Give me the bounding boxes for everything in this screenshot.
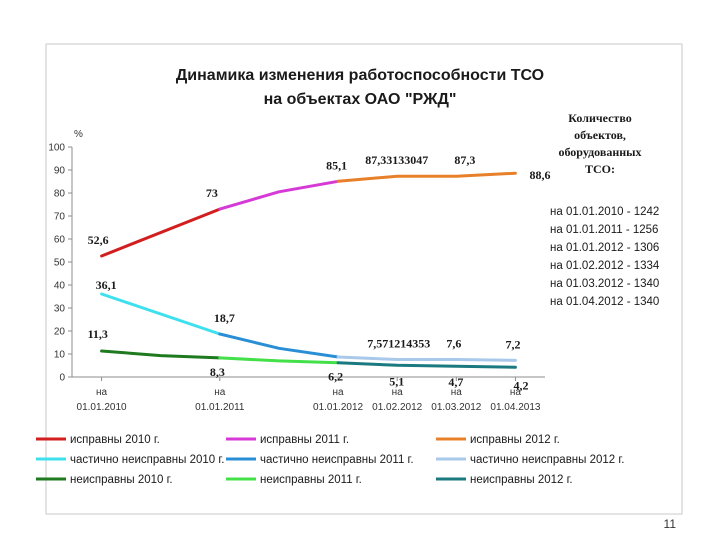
x-tick-label-bottom: 01.04.2013 — [490, 402, 540, 413]
data-label: 11,3 — [88, 327, 108, 341]
x-tick-label-top: на — [333, 387, 345, 398]
chart-frame — [45, 43, 683, 515]
page-number: 11 — [664, 517, 677, 531]
legend-label: исправны 2011 г. — [260, 434, 349, 446]
data-label: 88,6 — [529, 168, 550, 182]
side-panel-item: на 01.03.2012 - 1340 — [550, 278, 659, 290]
data-label: 36,1 — [96, 278, 117, 292]
series-line-1 — [218, 179, 340, 211]
series-line-2 — [336, 171, 517, 183]
legend-label: неисправны 2011 г. — [260, 474, 362, 486]
x-tick-label-bottom: 01.01.2011 — [195, 402, 245, 413]
x-tick-label-bottom: 01.01.2012 — [313, 402, 363, 413]
y-tick-label: 90 — [54, 166, 66, 177]
legend-label: исправны 2012 г. — [470, 434, 560, 446]
side-panel: Количество объектов, оборудованных ТСО: … — [550, 111, 660, 308]
y-tick-label: 0 — [59, 373, 65, 384]
data-label: 6,2 — [328, 370, 343, 384]
side-panel-title-line-2: объектов, — [574, 128, 626, 142]
plot-area: 0 10 20 30 40 50 60 70 80 90 100 на 01.01.2010 на 01.0… — [48, 143, 550, 414]
series-line-7 — [218, 356, 340, 365]
side-panel-title-line-4: ТСО: — [585, 162, 615, 176]
y-tick-label: 50 — [54, 258, 66, 269]
y-tick-label: 20 — [54, 327, 66, 338]
series-line-6 — [100, 349, 222, 360]
data-label: 73 — [206, 186, 218, 200]
side-panel-item: на 01.02.2012 - 1334 — [550, 260, 660, 272]
x-tick-label-top: на — [510, 387, 522, 398]
data-label: 85,1 — [326, 158, 347, 172]
series-line-8 — [336, 361, 517, 369]
legend-label: неисправны 2010 г. — [70, 474, 173, 486]
series-line-3 — [100, 292, 222, 336]
legend-label: частично неисправны 2010 г. — [70, 454, 224, 466]
y-tick-label: 10 — [54, 350, 66, 361]
side-panel-title-line-1: Количество — [568, 111, 631, 125]
y-tick-label: 100 — [48, 143, 65, 154]
legend-label: исправны 2010 г. — [70, 434, 160, 446]
y-tick-label: 80 — [54, 189, 66, 200]
x-tick-label-top: на — [451, 387, 463, 398]
series-line-4 — [218, 332, 340, 359]
series-line-5 — [336, 355, 517, 362]
legend: исправны 2010 г. исправны 2011 г. исправны… — [36, 434, 624, 486]
side-panel-title-line-3: оборудованных — [558, 145, 641, 159]
y-tick-label: 70 — [54, 212, 66, 223]
legend-label: частично неисправны 2011 г. — [260, 454, 414, 466]
side-panel-item: на 01.01.2012 - 1306 — [550, 242, 659, 254]
x-tick-label-top: на — [96, 387, 108, 398]
x-tick-label-bottom: 01.01.2010 — [77, 402, 127, 413]
data-label: 4,7 — [448, 375, 463, 389]
data-label: 4,2 — [513, 378, 528, 392]
x-tick-label-bottom: 01.03.2012 — [431, 402, 481, 413]
data-label: 7,6 — [446, 337, 461, 351]
data-label: 87,33133047 — [365, 153, 428, 167]
x-tick-label-top: на — [392, 387, 404, 398]
series-line-0 — [100, 207, 222, 258]
data-label: 8,3 — [210, 365, 225, 379]
legend-label: неисправны 2012 г. — [470, 474, 573, 486]
y-tick-label: 30 — [54, 304, 66, 315]
y-tick-label: 60 — [54, 235, 66, 246]
chart-title-line-1: Динамика изменения работоспособности ТСО — [176, 67, 544, 84]
data-label: 7,571214353 — [367, 337, 430, 351]
x-tick-label-bottom: 01.02.2012 — [372, 402, 422, 413]
legend-label: частично неисправны 2012 г. — [470, 454, 624, 466]
side-panel-item: на 01.01.2011 - 1256 — [550, 224, 658, 236]
x-tick-label-top: на — [214, 387, 226, 398]
data-label: 52,6 — [88, 233, 109, 247]
data-label: 18,7 — [214, 311, 235, 325]
chart-title-line-2: на объектах ОАО "РЖД" — [264, 91, 457, 108]
data-label: 87,3 — [454, 153, 475, 167]
data-label: 5,1 — [389, 374, 404, 388]
y-axis-label: % — [74, 129, 83, 140]
side-panel-item: на 01.01.2010 - 1242 — [550, 206, 659, 218]
y-tick-label: 40 — [54, 281, 66, 292]
side-panel-item: на 01.04.2012 - 1340 — [550, 296, 659, 308]
data-label: 7,2 — [505, 337, 520, 351]
